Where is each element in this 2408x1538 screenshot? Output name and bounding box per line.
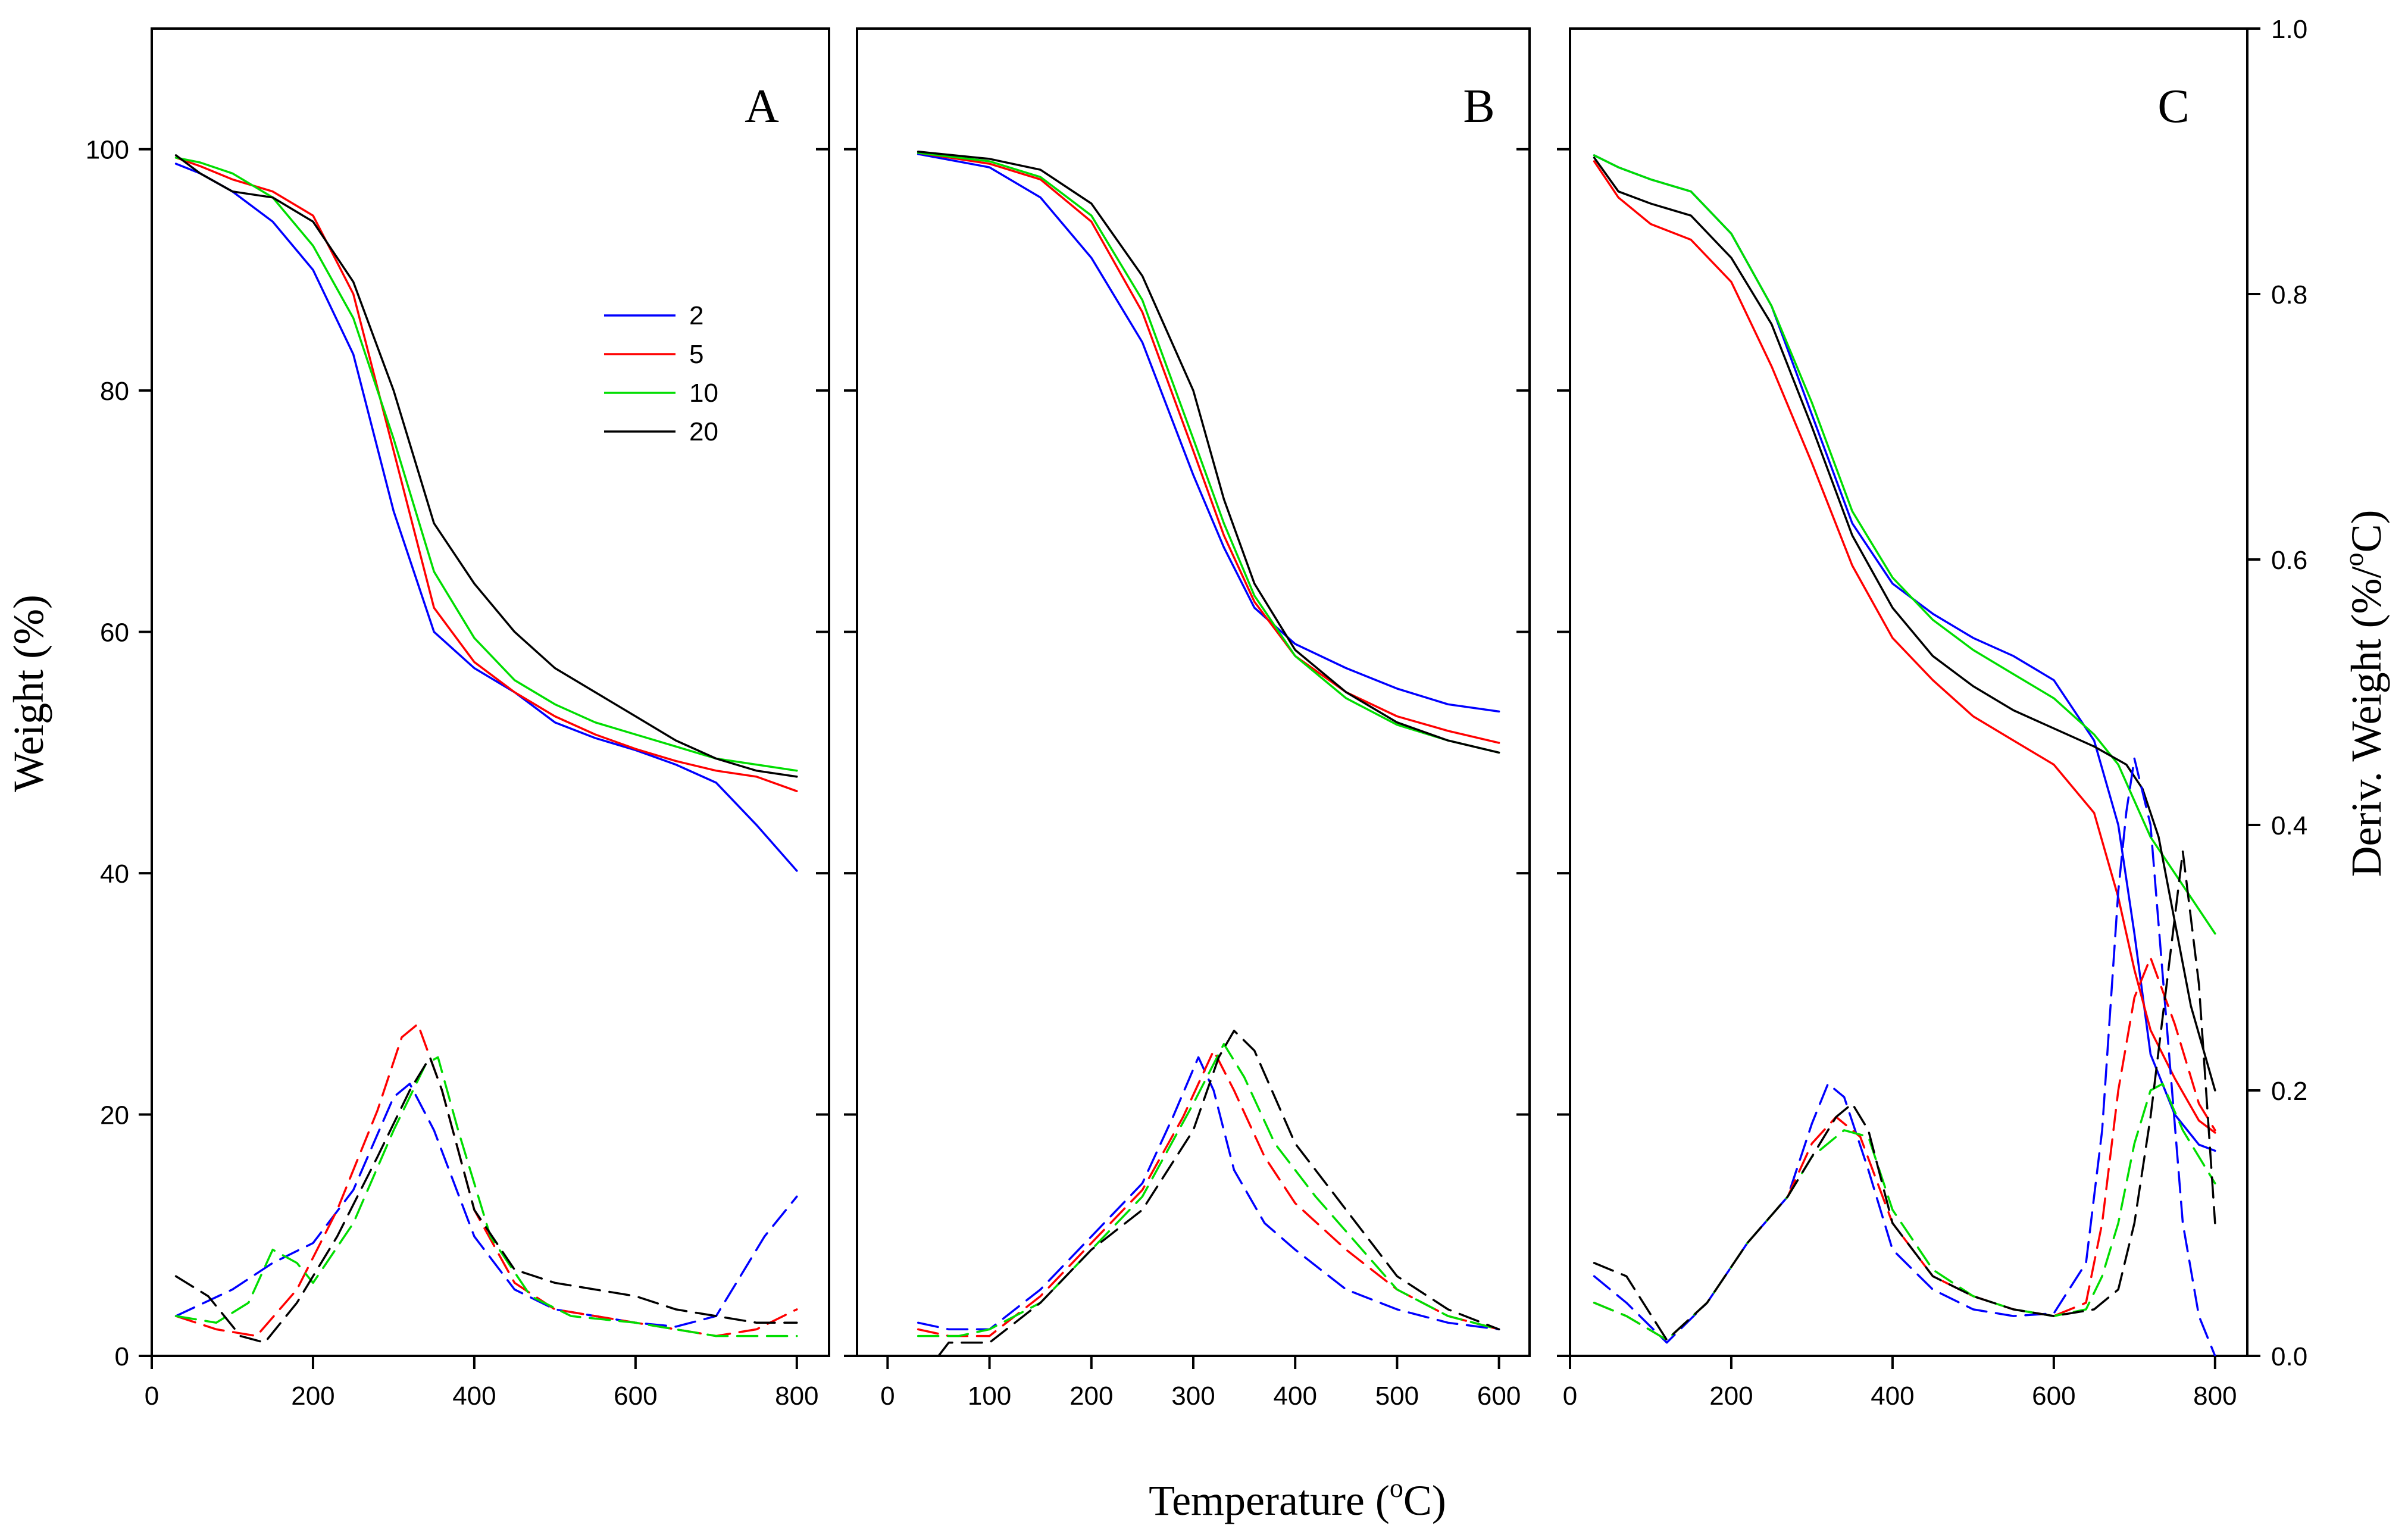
panel-c-deriv-line-20 [1593, 850, 2216, 1341]
y-tick-label: 100 [86, 136, 129, 165]
y-tick-label: 80 [100, 377, 129, 406]
legend-label-5: 5 [689, 340, 703, 369]
x-axis-label: Temperature (oC) [1149, 1473, 1446, 1524]
y2-tick-label: 0.2 [2271, 1077, 2307, 1106]
panel-a-weight-line-2 [174, 162, 798, 872]
panel-b-weight-line-2 [917, 153, 1500, 713]
panel-c-weight-line-2 [1593, 154, 2216, 1152]
y2-tick-label: 0.0 [2271, 1342, 2307, 1371]
x-tick-label: 800 [775, 1381, 818, 1411]
panel-b-title: B [1463, 80, 1494, 133]
panel-b-deriv-line-10 [917, 1043, 1500, 1337]
legend: 2 5 10 20 [604, 301, 718, 446]
panel-b-deriv-line-5 [917, 1049, 1500, 1337]
legend-label-10: 10 [689, 379, 718, 408]
panel-a-weight-line-20 [174, 154, 798, 778]
y-tick-label: 60 [100, 618, 129, 648]
x-tick-label: 0 [1563, 1381, 1577, 1411]
panel-b-weight-line-10 [917, 152, 1500, 754]
x-tick-label: 100 [968, 1381, 1011, 1411]
panel-a-weight-line-10 [174, 157, 798, 772]
y-axis-label-left: Weight (%) [5, 595, 52, 792]
panel-b-frame [856, 27, 1531, 1357]
x-tick-label: 0 [880, 1381, 895, 1411]
panel-a-title: A [745, 80, 779, 133]
x-tick-label: 300 [1171, 1381, 1215, 1411]
panel-c-title: C [2157, 80, 2189, 133]
panel-c-deriv-line-5 [1593, 956, 2216, 1341]
panel-a-frame [151, 27, 830, 1357]
x-tick-label: 600 [1477, 1381, 1521, 1411]
y2-tick-label: 0.4 [2271, 811, 2307, 840]
panel-c-weight-line-5 [1593, 160, 2216, 1134]
panel-c-weight-line-10 [1593, 154, 2216, 935]
legend-label-20: 20 [689, 417, 718, 446]
x-tick-label: 200 [1709, 1381, 1753, 1411]
y2-tick-label: 0.6 [2271, 546, 2307, 575]
y-tick-label: 40 [100, 859, 129, 889]
y2-tick-label: 1.0 [2271, 15, 2307, 44]
x-tick-label: 600 [2032, 1381, 2075, 1411]
legend-label-2: 2 [689, 301, 703, 330]
panel-b-deriv-line-20 [937, 1029, 1500, 1357]
panel-a-deriv-line-10 [174, 1056, 798, 1337]
x-tick-label: 500 [1375, 1381, 1419, 1411]
x-tick-label: 200 [291, 1381, 334, 1411]
y-axis-label-right: Deriv. Weight (%/oC) [2338, 509, 2390, 877]
panel-a: A 0 200 400 600 800 0 20 40 60 80 100 [86, 27, 830, 1411]
y-tick-label: 0 [115, 1342, 129, 1371]
y-tick-label: 20 [100, 1101, 129, 1130]
x-tick-label: 200 [1069, 1381, 1113, 1411]
panel-a-deriv-line-2 [174, 1083, 798, 1328]
x-tick-label: 400 [452, 1381, 496, 1411]
x-tick-label: 400 [1871, 1381, 1914, 1411]
x-tick-label: 800 [2193, 1381, 2237, 1411]
panel-a-deriv-line-20 [174, 1056, 798, 1344]
panel-c-deriv-line-10 [1593, 1083, 2216, 1341]
panel-b-deriv-line-2 [917, 1056, 1500, 1331]
x-tick-label: 600 [614, 1381, 657, 1411]
panel-b: B 0 100 200 300 400 500 600 [844, 27, 1531, 1411]
y2-tick-label: 0.8 [2271, 280, 2307, 310]
x-tick-label: 0 [145, 1381, 159, 1411]
panel-b-weight-line-5 [917, 152, 1500, 744]
panel-c-weight-line-20 [1593, 157, 2216, 1092]
panel-c-frame [1569, 27, 2248, 1357]
x-tick-label: 400 [1274, 1381, 1317, 1411]
panel-b-weight-line-20 [917, 151, 1500, 754]
panel-a-deriv-line-5 [174, 1023, 798, 1337]
panel-c: C 0 200 400 600 800 [1557, 27, 2248, 1411]
panel-a-weight-line-5 [174, 157, 798, 792]
